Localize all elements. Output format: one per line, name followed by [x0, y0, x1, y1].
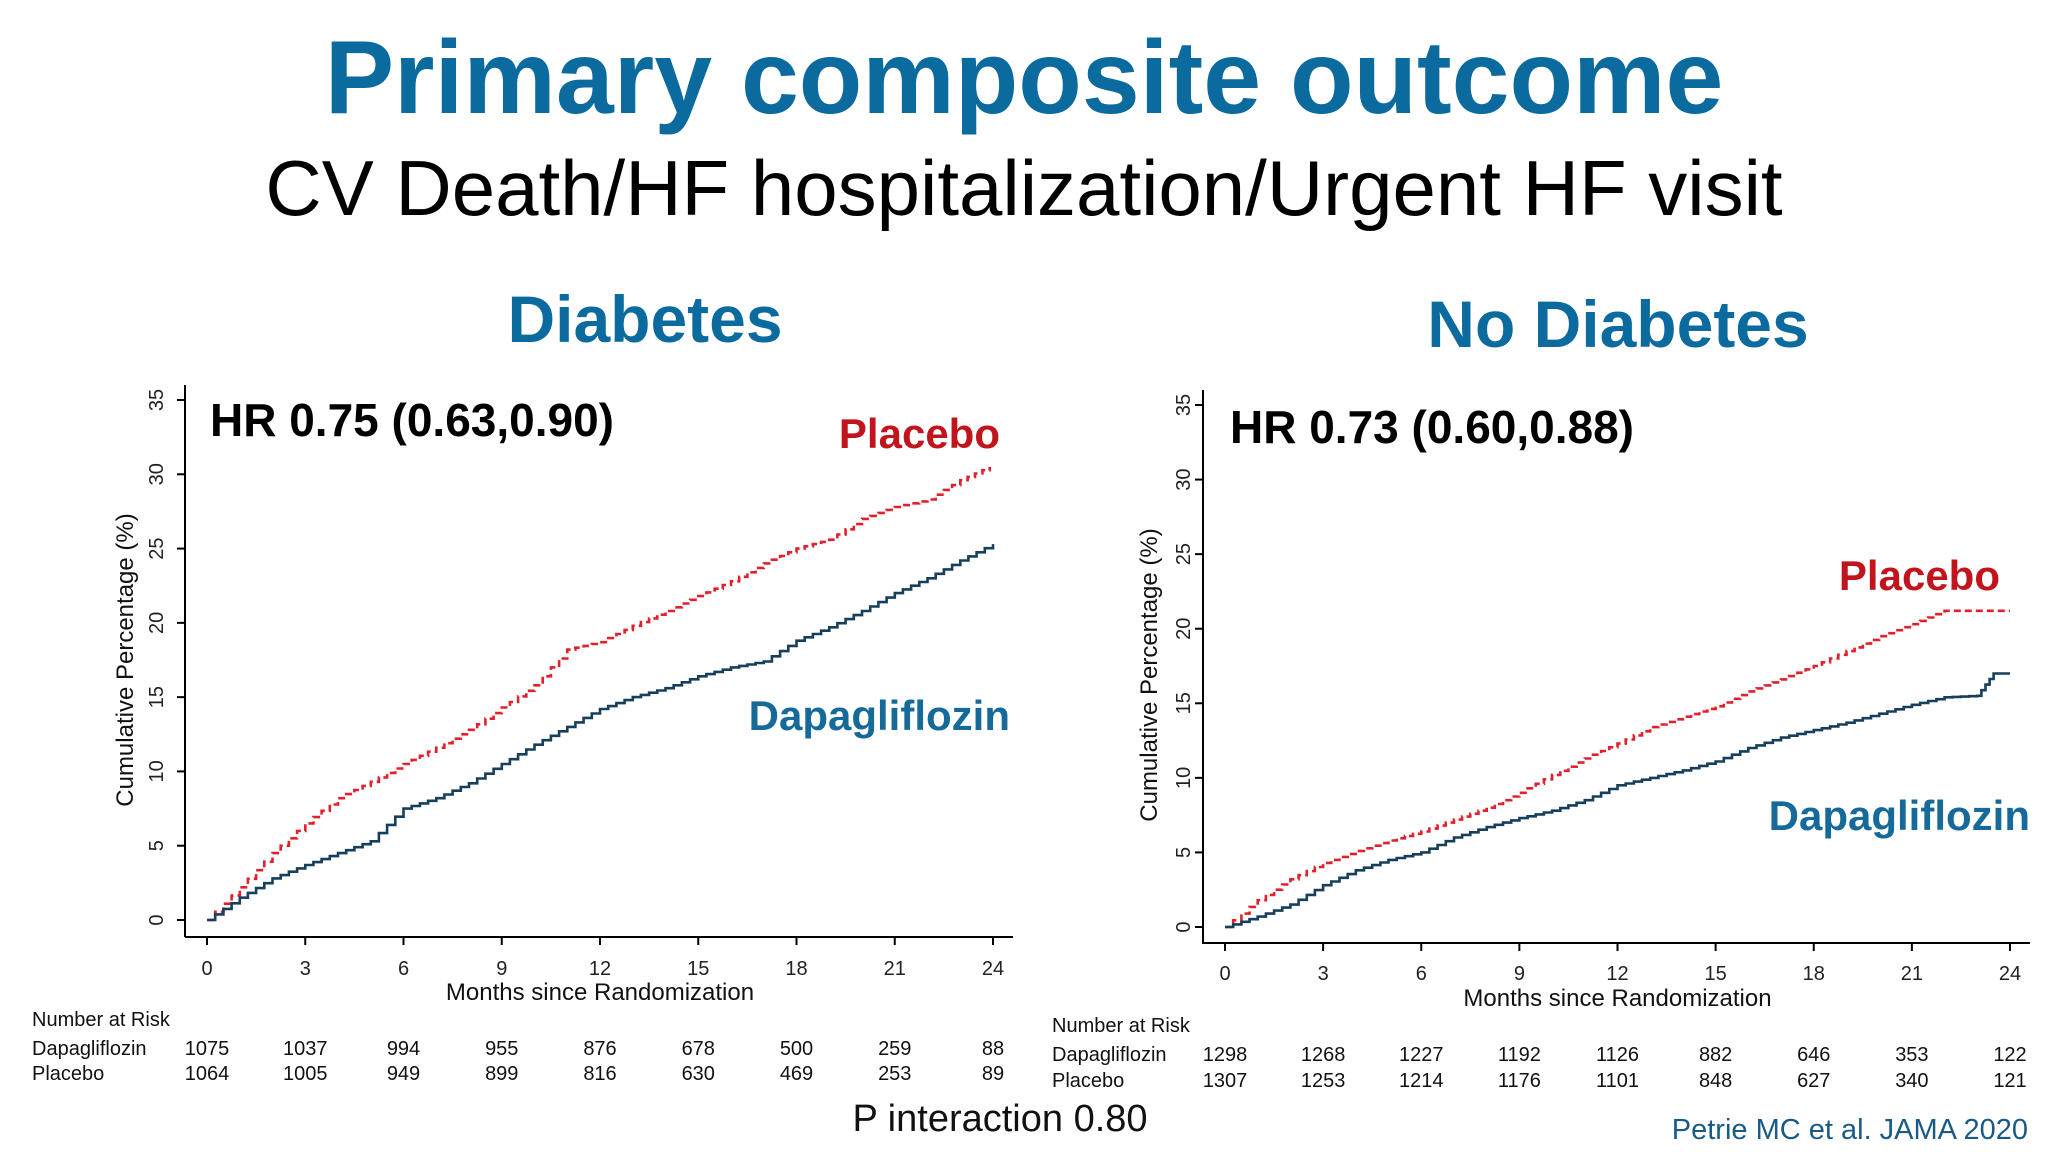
diabetes-xtick-label: 21 — [884, 958, 906, 980]
no-diabetes-ytick-label: 15 — [1173, 692, 1195, 714]
no-diabetes-risk-row-name: Dapagliflozin — [1052, 1044, 1167, 1066]
diabetes-x-axis-label: Months since Randomization — [446, 979, 754, 1006]
diabetes-xtick-label: 3 — [300, 958, 311, 980]
diabetes-ytick-label: 15 — [146, 686, 168, 708]
page-title: Primary composite outcome — [324, 20, 1724, 136]
diabetes-chart-title: Diabetes — [507, 282, 782, 356]
no-diabetes-ytick-label: 25 — [1173, 543, 1195, 565]
no-diabetes-xtick-label: 3 — [1318, 963, 1329, 985]
no-diabetes-hr-annotation: HR 0.73 (0.60,0.88) — [1230, 401, 1634, 453]
diabetes-label-placebo: Placebo — [839, 410, 1000, 457]
no-diabetes-xtick-label: 21 — [1901, 963, 1923, 985]
no-diabetes-risk-value: 1214 — [1399, 1070, 1444, 1092]
no-diabetes-x-axis-label: Months since Randomization — [1463, 985, 1771, 1012]
no-diabetes-risk-value: 882 — [1699, 1044, 1732, 1066]
diabetes-ytick-label: 25 — [146, 537, 168, 559]
no-diabetes-ytick-label: 10 — [1173, 767, 1195, 789]
diabetes-xtick-label: 6 — [398, 958, 409, 980]
diabetes-risk-value: 1037 — [283, 1038, 328, 1060]
no-diabetes-risk-value: 1298 — [1203, 1044, 1248, 1066]
no-diabetes-xtick-label: 12 — [1606, 963, 1628, 985]
no-diabetes-risk-value: 627 — [1797, 1070, 1830, 1092]
diabetes-xtick-label: 9 — [496, 958, 507, 980]
diabetes-risk-value: 955 — [485, 1038, 518, 1060]
diabetes-risk-value: 949 — [387, 1063, 420, 1085]
no-diabetes-risk-value: 1227 — [1399, 1044, 1444, 1066]
diabetes-label-dapagliflozin: Dapagliflozin — [749, 692, 1010, 739]
page-subtitle: CV Death/HF hospitalization/Urgent HF vi… — [265, 144, 1783, 232]
diabetes-xtick-label: 15 — [687, 958, 709, 980]
diabetes-risk-value: 816 — [583, 1063, 616, 1085]
no-diabetes-risk-value: 1126 — [1596, 1044, 1639, 1066]
diabetes-risk-row-name: Dapagliflozin — [32, 1038, 147, 1060]
diabetes-xtick-label: 18 — [785, 958, 807, 980]
no-diabetes-risk-value: 1253 — [1301, 1070, 1346, 1092]
no-diabetes-risk-row-name: Placebo — [1052, 1070, 1124, 1092]
diabetes-series-dapagliflozin — [207, 544, 995, 922]
diabetes-risk-value: 994 — [387, 1038, 420, 1060]
no-diabetes-xtick-label: 6 — [1416, 963, 1427, 985]
no-diabetes-label-dapagliflozin: Dapagliflozin — [1769, 792, 2030, 839]
no-diabetes-ytick-label: 20 — [1173, 618, 1195, 640]
no-diabetes-risk-value: 848 — [1699, 1070, 1732, 1092]
diabetes-risk-value: 1064 — [185, 1063, 230, 1085]
diabetes-ytick-label: 35 — [146, 389, 168, 411]
diabetes-risk-value: 630 — [682, 1063, 715, 1085]
diabetes-risk-value: 678 — [682, 1038, 715, 1060]
no-diabetes-xtick-label: 0 — [1219, 963, 1230, 985]
diabetes-risk-value: 88 — [982, 1038, 1004, 1060]
no-diabetes-series-placebo — [1225, 609, 2010, 929]
no-diabetes-y-axis-label: Cumulative Percentage (%) — [1136, 528, 1163, 821]
no-diabetes-risk-value: 646 — [1797, 1044, 1830, 1066]
citation: Petrie MC et al. JAMA 2020 — [1671, 1114, 2028, 1146]
no-diabetes-risk-value: 1192 — [1498, 1044, 1541, 1066]
diabetes-risk-heading: Number at Risk — [32, 1009, 171, 1031]
diabetes-ytick-label: 30 — [146, 463, 168, 485]
diabetes-risk-value: 1005 — [283, 1063, 328, 1085]
no-diabetes-xtick-label: 24 — [1999, 963, 2021, 985]
no-diabetes-xtick-label: 18 — [1803, 963, 1825, 985]
no-diabetes-ytick-label: 5 — [1173, 847, 1195, 858]
no-diabetes-risk-value: 353 — [1895, 1044, 1928, 1066]
no-diabetes-risk-value: 122 — [1993, 1044, 2026, 1066]
diabetes-risk-value: 89 — [982, 1063, 1004, 1085]
no-diabetes-ytick-label: 30 — [1173, 468, 1195, 490]
no-diabetes-series-dapagliflozin — [1225, 672, 2010, 929]
diabetes-series-placebo — [207, 466, 991, 922]
diabetes-xtick-label: 24 — [982, 958, 1004, 980]
no-diabetes-risk-value: 1176 — [1498, 1070, 1541, 1092]
diabetes-risk-value: 899 — [485, 1063, 518, 1085]
no-diabetes-risk-value: 121 — [1993, 1070, 2026, 1092]
diabetes-risk-value: 259 — [878, 1038, 911, 1060]
diabetes-risk-row-name: Placebo — [32, 1063, 104, 1085]
diabetes-risk-value: 469 — [780, 1063, 813, 1085]
diabetes-xtick-label: 0 — [201, 958, 212, 980]
diabetes-risk-value: 500 — [780, 1038, 813, 1060]
no-diabetes-risk-value: 1268 — [1301, 1044, 1346, 1066]
no-diabetes-ytick-label: 0 — [1173, 921, 1195, 932]
diabetes-ytick-label: 0 — [146, 914, 168, 925]
no-diabetes-risk-value: 1307 — [1203, 1070, 1248, 1092]
diabetes-risk-value: 253 — [878, 1063, 911, 1085]
no-diabetes-label-placebo: Placebo — [1839, 552, 2000, 599]
diabetes-ytick-label: 10 — [146, 760, 168, 782]
diabetes-ytick-label: 5 — [146, 840, 168, 851]
no-diabetes-risk-value: 1101 — [1596, 1070, 1639, 1092]
diabetes-risk-value: 1075 — [185, 1038, 230, 1060]
diabetes-risk-value: 876 — [583, 1038, 616, 1060]
no-diabetes-xtick-label: 15 — [1705, 963, 1727, 985]
no-diabetes-risk-heading: Number at Risk — [1052, 1015, 1191, 1037]
no-diabetes-chart-title: No Diabetes — [1427, 287, 1808, 361]
diabetes-ytick-label: 20 — [146, 612, 168, 634]
diabetes-xtick-label: 12 — [589, 958, 611, 980]
no-diabetes-risk-value: 340 — [1895, 1070, 1928, 1092]
no-diabetes-xtick-label: 9 — [1514, 963, 1525, 985]
diabetes-hr-annotation: HR 0.75 (0.63,0.90) — [210, 394, 614, 446]
p-interaction: P interaction 0.80 — [852, 1098, 1148, 1140]
diabetes-y-axis-label: Cumulative Percentage (%) — [112, 513, 139, 806]
no-diabetes-ytick-label: 35 — [1173, 394, 1195, 416]
